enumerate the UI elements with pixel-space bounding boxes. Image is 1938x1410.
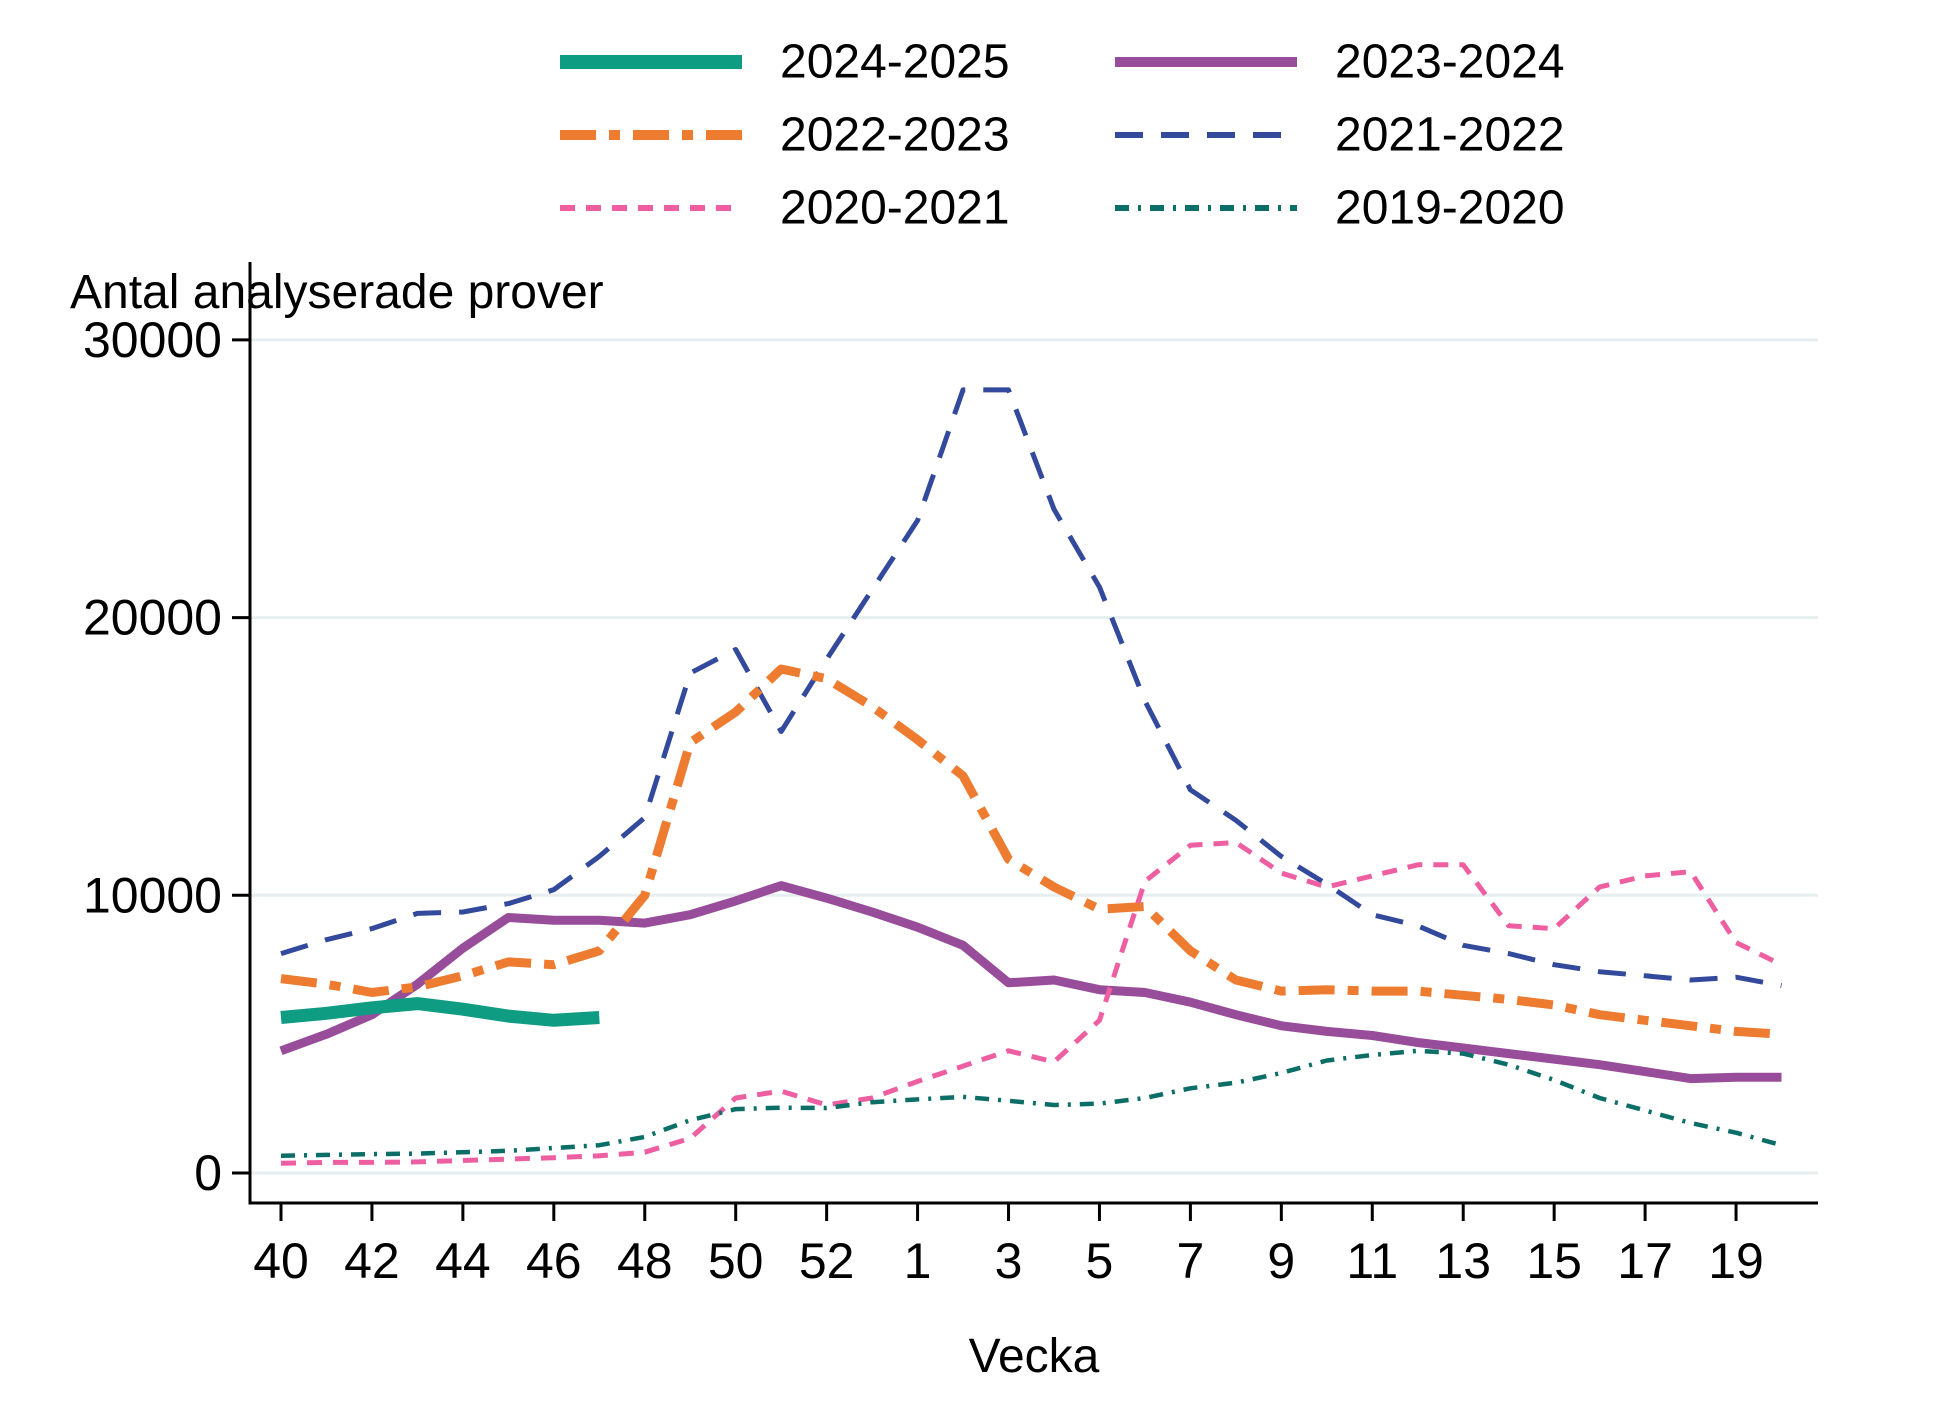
x-tick-label: 46 [526, 1233, 582, 1289]
series-line-2019-2020 [280, 1048, 1783, 1159]
legend-label-2020-2021: 2020-2021 [780, 182, 1010, 235]
x-tick-label: 17 [1617, 1233, 1673, 1289]
legend-label-2019-2020: 2019-2020 [1335, 182, 1565, 235]
x-tick-label: 13 [1435, 1233, 1491, 1289]
legend-label-2024-2025: 2024-2025 [780, 36, 1010, 89]
series-line-2021-2022 [280, 387, 1782, 989]
series-line-2024-2025 [280, 997, 600, 1027]
x-tick-label: 5 [1086, 1233, 1114, 1289]
y-tick-label: 10000 [83, 867, 222, 923]
series-line-2023-2024 [279, 881, 1782, 1084]
legend: 2024-2025 2023-2024 2022-2023 2021-2022 2020… [560, 36, 1565, 235]
y-axis-super-title: Antal analyserade prover [70, 266, 604, 319]
y-tick-label: 20000 [83, 590, 222, 646]
y-tick-label: 0 [194, 1145, 222, 1201]
series-line-2022-2023 [280, 664, 1782, 1039]
x-tick-label: 19 [1708, 1233, 1764, 1289]
series-lines [279, 387, 1783, 1166]
x-axis-title: Vecka [969, 1330, 1100, 1383]
x-tick-label: 44 [435, 1233, 491, 1289]
x-tick-label: 15 [1526, 1233, 1582, 1289]
x-tick-label: 11 [1346, 1233, 1398, 1289]
x-tick-label: 7 [1176, 1233, 1204, 1289]
x-tick-label: 42 [344, 1233, 400, 1289]
x-tick-label: 1 [904, 1233, 932, 1289]
gridlines [250, 338, 1818, 1175]
legend-label-2021-2022: 2021-2022 [1335, 109, 1565, 162]
x-tick-label: 52 [799, 1233, 855, 1289]
legend-label-2022-2023: 2022-2023 [780, 109, 1010, 162]
y-tick-label: 30000 [83, 312, 222, 368]
x-tick-label: 9 [1267, 1233, 1295, 1289]
x-tick-label: 3 [995, 1233, 1023, 1289]
series-line-2020-2021 [280, 840, 1783, 1166]
legend-label-2023-2024: 2023-2024 [1335, 36, 1565, 89]
x-tick-label: 40 [253, 1233, 309, 1289]
x-tick-label: 48 [617, 1233, 673, 1289]
x-tick-label: 50 [708, 1233, 764, 1289]
